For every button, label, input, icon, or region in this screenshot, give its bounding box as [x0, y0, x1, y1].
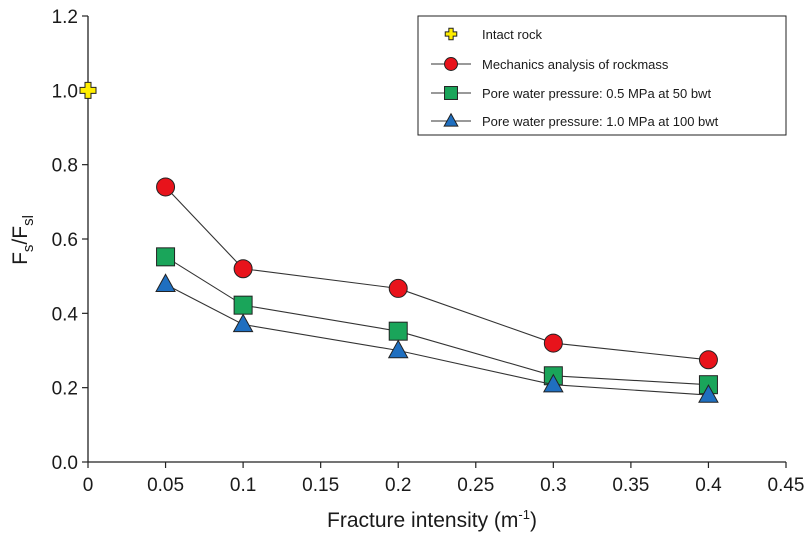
series-3: [155, 273, 719, 403]
y-tick-label: 0.0: [52, 453, 78, 474]
series-layer: [79, 81, 719, 403]
y-axis: 0.0 0.2 0.4 0.6 0.8 1.0 1.2: [52, 7, 88, 474]
y-tick-label: 0.6: [52, 230, 78, 251]
x-tick-label: 0.3: [540, 475, 566, 496]
data-point-square: [388, 321, 408, 341]
data-point-circle: [233, 259, 253, 279]
y-tick-label: 0.2: [52, 379, 78, 400]
y-tick-label: 1.0: [52, 81, 78, 102]
x-tick-label: 0.45: [768, 475, 805, 496]
data-point-circle: [444, 57, 458, 71]
data-point-triangle: [443, 112, 459, 127]
legend: Intact rock Mechanics analysis of rockmas…: [417, 15, 787, 136]
data-point-circle: [156, 177, 176, 197]
data-point-circle: [698, 350, 718, 370]
y-tick-label: 0.8: [52, 156, 78, 177]
y-tick-label: 1.2: [52, 7, 78, 28]
legend-label: Pore water pressure: 1.0 MPa at 100 bwt: [482, 114, 719, 129]
x-tick-label: 0.15: [302, 475, 339, 496]
x-tick-label: 0: [83, 475, 94, 496]
legend-label: Pore water pressure: 0.5 MPa at 50 bwt: [482, 86, 711, 101]
data-point-square: [156, 247, 176, 267]
x-tick-label: 0.25: [457, 475, 494, 496]
x-axis: 0 0.05 0.1 0.15 0.2 0.25 0.3 0.35 0.4 0.45: [83, 462, 805, 496]
legend-entry: Mechanics analysis of rockmass: [431, 57, 669, 72]
data-point-triangle: [155, 273, 176, 293]
y-tick-label: 0.4: [52, 304, 79, 325]
legend-label: Mechanics analysis of rockmass: [482, 57, 669, 72]
x-tick-label: 0.1: [230, 475, 256, 496]
data-point-square: [233, 295, 253, 315]
x-tick-label: 0.2: [385, 475, 411, 496]
data-point-circle: [543, 333, 563, 353]
legend-entry: Pore water pressure: 0.5 MPa at 50 bwt: [431, 86, 711, 101]
legend-entry: Pore water pressure: 1.0 MPa at 100 bwt: [431, 112, 719, 129]
data-point-cross: [444, 27, 458, 41]
x-tick-label: 0.4: [695, 475, 722, 496]
series-0: [79, 81, 97, 99]
data-point-cross: [79, 81, 97, 99]
legend-box: [417, 15, 787, 136]
series-1: [156, 177, 718, 370]
legend-label: Intact rock: [482, 27, 542, 42]
data-point-triangle: [698, 384, 719, 403]
x-tick-label: 0.05: [147, 475, 184, 496]
y-axis-title: Fs/Fsl: [9, 215, 37, 265]
legend-entry: Intact rock: [444, 27, 542, 42]
x-axis-title: Fracture intensity (m-1): [327, 507, 537, 532]
x-tick-label: 0.35: [612, 475, 649, 496]
data-point-triangle: [387, 339, 409, 359]
data-point-triangle: [232, 313, 254, 333]
data-point-circle: [388, 278, 408, 298]
data-point-triangle: [542, 373, 564, 393]
data-point-square: [444, 86, 458, 100]
